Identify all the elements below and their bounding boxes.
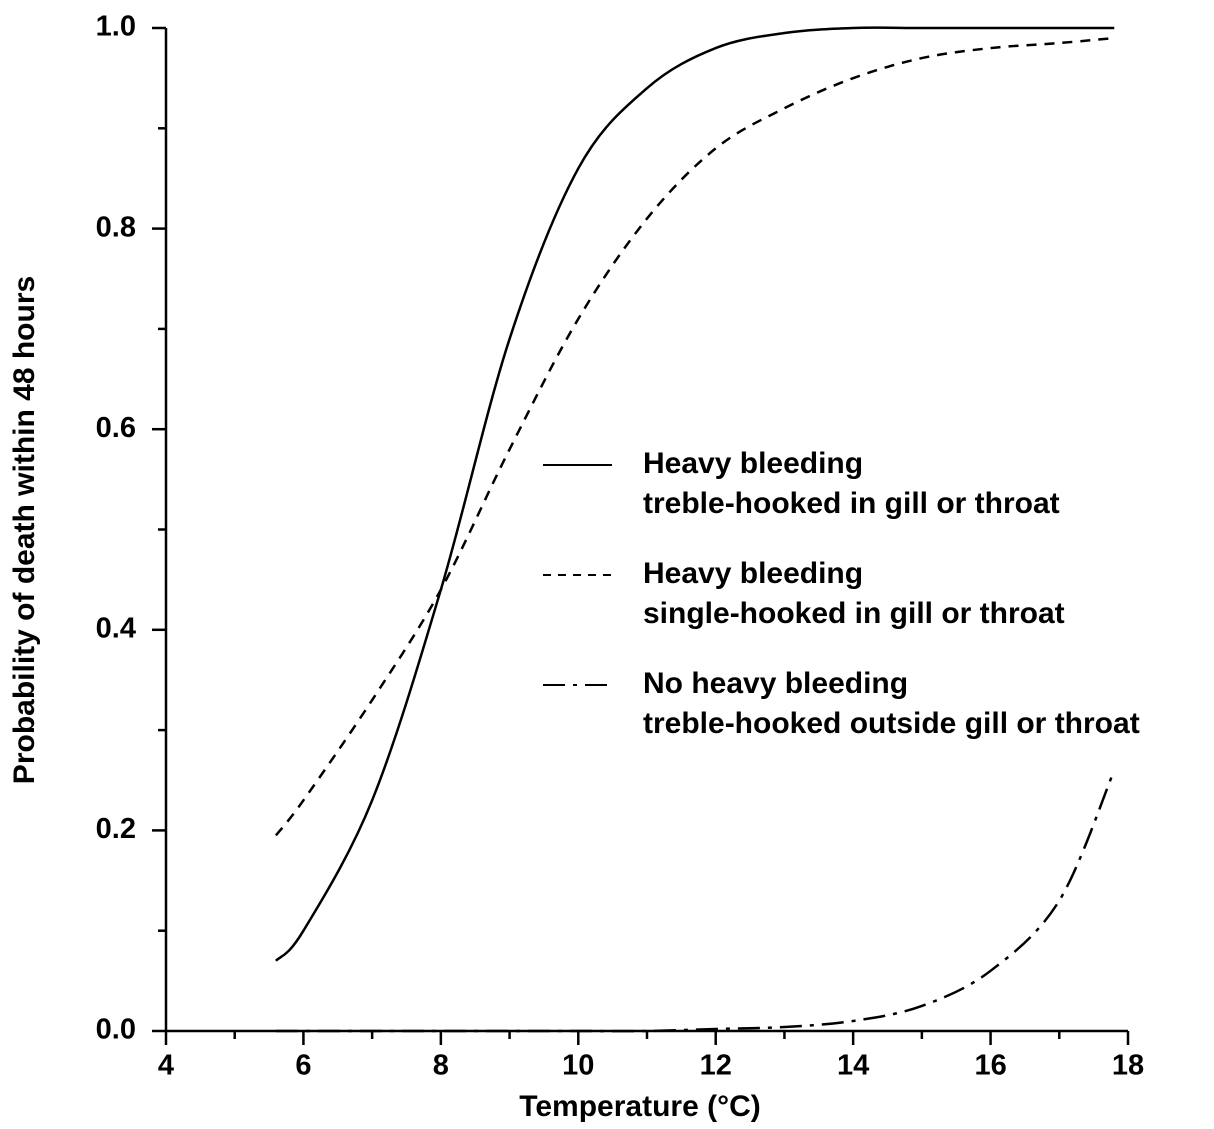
x-tick-label: 12 [700,1050,732,1082]
series-line [274,36,1115,837]
x-tick-label: 18 [1112,1050,1144,1082]
legend-label: treble-hooked outside gill or throat [643,707,1140,740]
legend-label: treble-hooked in gill or throat [643,487,1060,520]
y-tick-label: 0.8 [96,211,136,243]
legend-label: Heavy bleeding [643,557,863,590]
legend-label: single-hooked in gill or throat [643,597,1065,630]
x-tick-label: 6 [295,1050,311,1082]
x-tick-label: 8 [433,1050,449,1082]
x-tick-label: 4 [158,1050,174,1082]
y-tick-label: 0.0 [96,1014,136,1046]
legend-label: Heavy bleeding [643,447,863,480]
legend-label: No heavy bleeding [643,667,908,700]
series-line [275,26,1115,962]
y-axis-title: Probability of death within 48 hours [8,276,41,784]
y-tick-label: 0.6 [96,412,136,444]
x-tick-label: 16 [974,1050,1006,1082]
y-tick-label: 1.0 [96,11,136,43]
y-tick-label: 0.2 [96,813,136,845]
series-line [275,769,1116,1033]
x-axis-title: Temperature (°C) [519,1090,760,1123]
x-tick-label: 14 [837,1050,869,1082]
y-tick-label: 0.4 [96,612,136,644]
x-tick-label: 10 [562,1050,594,1082]
